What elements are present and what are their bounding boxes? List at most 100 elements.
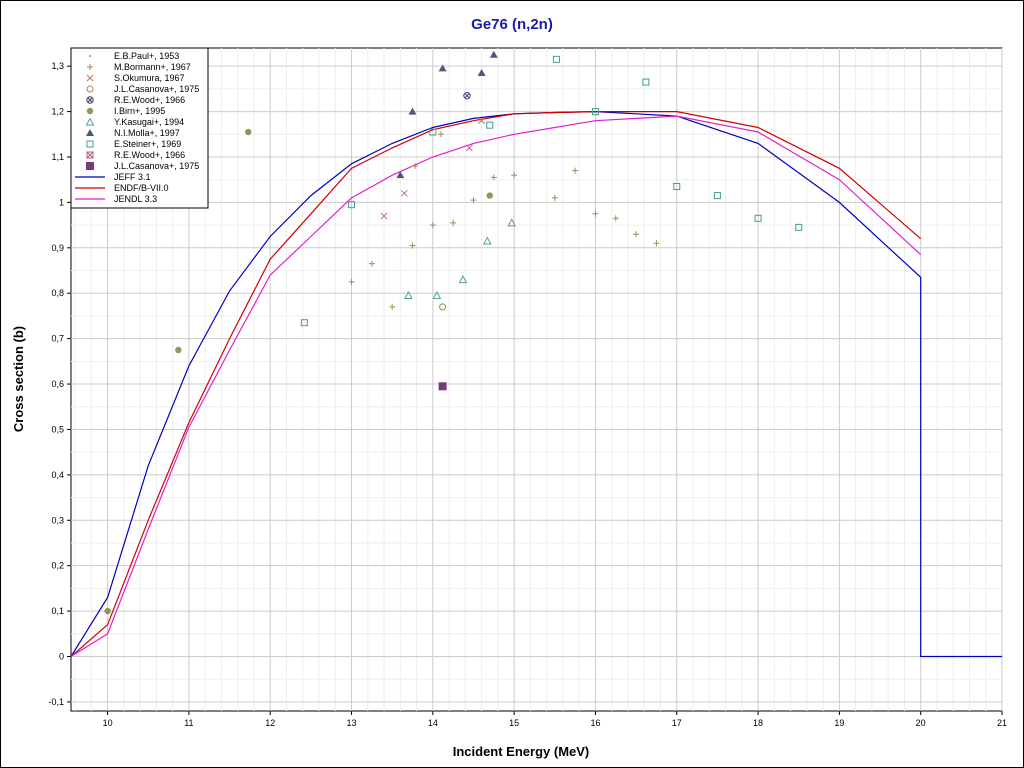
series-line-12 xyxy=(71,110,922,657)
data-point xyxy=(551,194,558,201)
y-tick-label: 1,1 xyxy=(51,152,64,162)
data-point xyxy=(486,121,494,129)
x-tick-label: 13 xyxy=(347,718,357,728)
legend-entry: JENDL 3.3 xyxy=(114,194,157,204)
data-point xyxy=(411,163,418,170)
data-point xyxy=(429,222,436,229)
data-point xyxy=(507,218,517,227)
data-point xyxy=(466,144,473,152)
data-point xyxy=(439,303,447,311)
y-tick-label: 0,8 xyxy=(51,288,64,298)
data-point xyxy=(437,131,444,138)
data-point xyxy=(482,236,492,245)
legend-swatch xyxy=(86,74,94,82)
y-tick-label: 0,5 xyxy=(51,424,64,434)
legend-swatch xyxy=(85,117,95,126)
x-tick-label: 21 xyxy=(997,718,1007,728)
y-tick-label: 0,2 xyxy=(51,561,64,571)
legend-swatch xyxy=(86,96,94,104)
minor-grid xyxy=(71,48,1002,711)
data-point xyxy=(633,231,640,238)
x-tick-label: 10 xyxy=(103,718,113,728)
legend-swatch xyxy=(89,55,91,57)
legend-entry: J.L.Casanova+, 1975 xyxy=(114,84,199,94)
data-point xyxy=(572,167,579,174)
legend-entry: M.Bormann+, 1967 xyxy=(114,62,191,72)
data-point xyxy=(404,290,413,299)
data-point xyxy=(795,223,803,231)
plot-area xyxy=(70,47,1003,712)
data-point xyxy=(429,128,437,136)
data-point xyxy=(300,319,308,327)
legend-box xyxy=(70,47,209,209)
legend-entry: S.Okumura, 1967 xyxy=(114,73,185,83)
y-tick-label: 0,7 xyxy=(51,334,64,344)
legend-swatch xyxy=(86,129,94,136)
legend-swatch xyxy=(86,162,94,170)
data-point xyxy=(490,174,497,181)
y-tick-label: 0,3 xyxy=(51,515,64,525)
legend-entry: ENDF/B-VII.0 xyxy=(114,183,169,193)
legend-swatch xyxy=(87,64,93,70)
y-tick-label: 0 xyxy=(59,652,64,662)
data-point xyxy=(389,303,396,310)
data-point xyxy=(612,215,619,222)
legend-entry: J.L.Casanova+, 1975 xyxy=(114,161,199,171)
experimental-points xyxy=(104,50,803,615)
legend-swatch xyxy=(86,151,94,159)
data-point xyxy=(489,50,498,58)
legend-entry: R.E.Wood+, 1966 xyxy=(114,95,185,105)
data-point xyxy=(348,201,356,209)
y-tick-label: 1,3 xyxy=(51,61,64,71)
y-tick-label: 1,2 xyxy=(51,107,64,117)
x-tick-label: 12 xyxy=(265,718,275,728)
y-tick-label: 0,6 xyxy=(51,379,64,389)
data-point xyxy=(438,64,447,72)
data-point xyxy=(432,290,442,299)
legend-entry: JEFF 3.1 xyxy=(114,172,151,182)
data-point xyxy=(175,346,182,354)
x-tick-label: 15 xyxy=(509,718,519,728)
legend-entry: E.Steiner+, 1969 xyxy=(114,139,181,149)
data-point xyxy=(438,382,447,391)
data-point xyxy=(380,212,388,220)
data-point xyxy=(463,91,471,100)
data-point xyxy=(478,117,485,125)
data-point xyxy=(348,278,355,285)
legend-entry: E.B.Paul+, 1953 xyxy=(114,51,179,61)
data-point xyxy=(713,192,721,200)
data-point xyxy=(592,210,599,217)
data-point xyxy=(409,242,416,249)
axis-ticks: 10 11 12 13 14 15 16 17 18 19 20 21 -0,1 0 0,1 0,2 0,3 0,… xyxy=(48,61,1007,728)
data-point xyxy=(470,197,477,204)
x-tick-label: 18 xyxy=(753,718,763,728)
y-tick-label: -0,1 xyxy=(48,697,64,707)
legend-swatch xyxy=(86,140,94,148)
legend-entry: R.E.Wood+, 1966 xyxy=(114,150,185,160)
data-point xyxy=(245,128,252,136)
data-point xyxy=(653,240,660,247)
x-axis-label: Incident Energy (MeV) xyxy=(453,744,590,759)
x-tick-label: 20 xyxy=(916,718,926,728)
data-point xyxy=(458,275,468,284)
legend-entry: Y.Kasugai+, 1994 xyxy=(114,117,184,127)
data-point xyxy=(754,214,762,222)
data-point xyxy=(591,108,599,116)
data-point xyxy=(104,607,111,615)
legend-swatch xyxy=(86,107,94,115)
y-axis-label: Cross section (b) xyxy=(11,326,26,432)
evaluation-curves xyxy=(71,110,1002,658)
data-point xyxy=(673,183,681,191)
data-point xyxy=(396,171,405,179)
data-point xyxy=(486,192,493,199)
legend-swatch xyxy=(86,85,94,93)
x-tick-label: 14 xyxy=(428,718,438,728)
major-grid xyxy=(71,48,1003,711)
data-point xyxy=(408,107,417,115)
data-point xyxy=(477,68,486,76)
chart-title: Ge76 (n,2n) xyxy=(471,16,553,33)
y-tick-label: 0,4 xyxy=(51,470,64,480)
